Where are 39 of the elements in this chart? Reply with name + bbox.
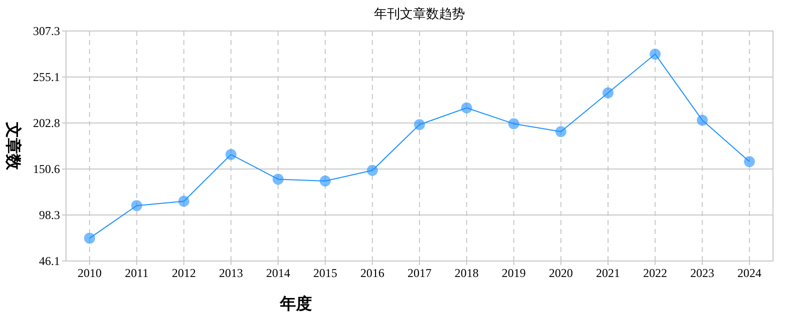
point	[131, 200, 142, 212]
x-tick-label: 2017	[408, 266, 432, 280]
x-tick-label: 2015	[313, 266, 338, 280]
x-axis-title: 年度	[279, 294, 312, 313]
x-tick-label: 2011	[124, 266, 148, 280]
x-tick-label: 2012	[172, 266, 196, 280]
point	[366, 164, 378, 176]
point	[650, 48, 661, 60]
point	[555, 126, 566, 138]
point	[602, 87, 614, 98]
point	[84, 232, 96, 244]
x-tick-label: 2021	[596, 266, 620, 280]
y-tick-label: 202.8	[33, 116, 60, 130]
y-tick-label: 307.3	[33, 24, 60, 38]
y-tick-label: 255.1	[33, 70, 60, 84]
point	[508, 118, 520, 130]
x-tick-label: 2014	[266, 266, 290, 280]
point	[744, 156, 755, 168]
x-tick-label: 2019	[502, 266, 526, 280]
point	[696, 114, 708, 126]
x-tick-label: 2016	[360, 266, 384, 280]
point	[272, 174, 284, 185]
y-tick-label: 98.3	[39, 208, 60, 222]
y-tick-label: 46.1	[39, 254, 60, 268]
point	[461, 102, 472, 114]
point	[414, 119, 425, 130]
x-tick-label: 2013	[218, 266, 243, 280]
chart-title: 年刊文章数趋势	[374, 6, 465, 21]
point	[178, 196, 190, 207]
y-axis-title: 文章数	[4, 121, 22, 171]
x-tick-label: 2024	[737, 266, 762, 280]
x-tick-label: 2020	[548, 266, 573, 280]
point	[320, 175, 331, 186]
y-tick-label: 150.6	[33, 162, 60, 176]
x-tick-label: 2010	[78, 266, 102, 280]
x-tick-label: 2022	[643, 266, 668, 280]
point	[225, 149, 236, 160]
x-tick-label: 2023	[690, 266, 714, 280]
x-tick-label: 2018	[454, 266, 479, 280]
